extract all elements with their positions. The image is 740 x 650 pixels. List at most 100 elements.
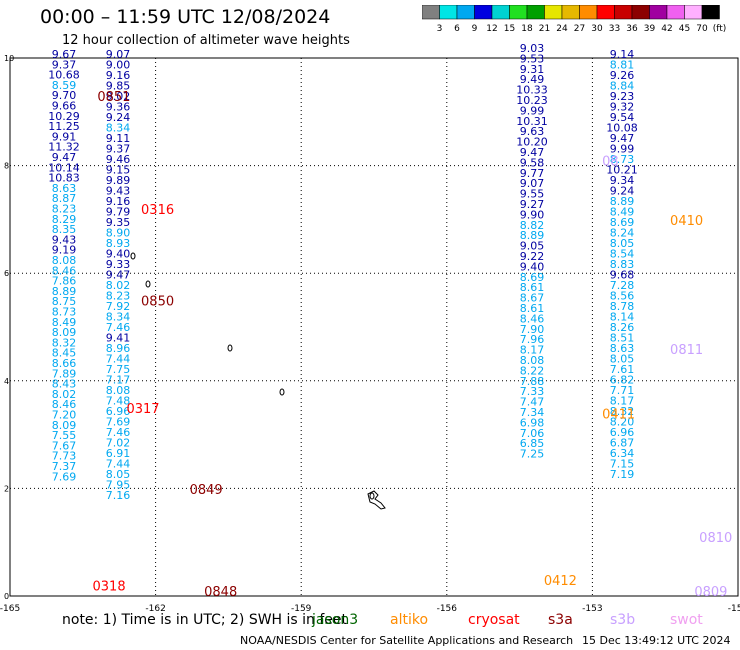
wave-height-value: 10.14 [48, 161, 80, 174]
color-scale-label: 18 [521, 24, 533, 34]
wave-height-value: 8.43 [52, 378, 77, 391]
wave-height-value: 7.15 [610, 458, 635, 471]
wave-height-value: 9.47 [52, 151, 77, 164]
map-title: 00:00 – 11:59 UTC 12/08/2024 [40, 6, 331, 28]
wave-height-value: 9.14 [610, 48, 635, 61]
track-time-label: 0411 [602, 407, 635, 422]
wave-height-value: 6.98 [520, 416, 545, 429]
wave-height-value: 8.05 [610, 237, 635, 250]
wave-height-value: 6.91 [106, 447, 131, 460]
wave-height-value: 9.47 [520, 146, 545, 159]
wave-height-value: 9.89 [106, 174, 131, 187]
wave-height-value: 8.49 [52, 316, 77, 329]
wave-height-value: 9.03 [520, 42, 545, 55]
wave-height-value: 8.08 [52, 254, 77, 267]
wave-height-value: 6.82 [610, 374, 635, 387]
color-scale-label: 30 [591, 24, 603, 34]
longitude-tick: -165 [0, 604, 20, 614]
wave-height-value: 9.23 [610, 90, 635, 103]
wave-height-value: 9.99 [610, 143, 635, 156]
wave-height-value: 7.25 [520, 448, 545, 461]
color-scale-label: 24 [556, 24, 568, 34]
latitude-tick: 0 [4, 592, 9, 601]
wave-height-value: 6.96 [610, 426, 635, 439]
wave-height-value: 9.34 [610, 174, 635, 187]
wave-height-value: 10.20 [516, 136, 548, 149]
wave-height-value: 10.68 [48, 69, 80, 82]
wave-height-value: 8.34 [106, 311, 131, 324]
color-scale-label: 12 [486, 24, 497, 34]
wave-height-value: 9.32 [610, 101, 635, 114]
color-scale-label: 70 [696, 24, 708, 34]
satellite-legend-item: altiko [390, 612, 429, 628]
satellite-legend-item: swot [670, 612, 703, 628]
longitude-tick: -156 [437, 604, 458, 614]
wave-height-value: 8.23 [106, 290, 131, 303]
wave-height-value: 9.37 [52, 58, 77, 71]
wave-height-value: 7.92 [106, 300, 131, 313]
wave-height-value: 8.93 [106, 237, 131, 250]
wave-height-value: 8.84 [610, 80, 635, 93]
wave-height-value: 8.66 [52, 357, 77, 370]
wave-height-value: 8.51 [610, 332, 635, 345]
wave-height-value: 8.69 [520, 271, 545, 284]
wave-height-value: 7.46 [106, 426, 131, 439]
footer-note: note: 1) Time is in UTC; 2) SWH is in fe… [62, 612, 348, 628]
wave-height-value: 8.87 [52, 192, 77, 205]
wave-height-value: 7.75 [106, 363, 131, 376]
track-time-label: 0809 [694, 585, 727, 600]
wave-height-value: 7.16 [106, 489, 131, 502]
wave-height-value: 9.63 [520, 125, 545, 138]
wave-height-value: 9.24 [610, 185, 635, 198]
wave-height-value: 9.07 [106, 48, 131, 61]
island-outlines [130, 252, 386, 510]
wave-height-values: 9.679.3710.688.599.709.6610.2911.259.911… [48, 42, 638, 502]
wave-height-value: 9.79 [106, 206, 131, 219]
wave-height-value: 8.75 [52, 295, 77, 308]
wave-height-value: 7.33 [520, 385, 545, 398]
wave-height-value: 9.91 [52, 130, 77, 143]
wave-height-value: 10.29 [48, 110, 80, 123]
track-time-label: 0850 [141, 294, 174, 309]
track-time-label: 0318 [93, 580, 126, 595]
map-subtitle: 12 hour collection of altimeter wave hei… [62, 33, 350, 48]
color-scale-label: 21 [539, 24, 550, 34]
wave-height-value: 8.82 [520, 219, 545, 232]
color-scale-label: 9 [472, 24, 478, 34]
color-scale-label: 36 [626, 24, 638, 34]
wave-height-value: 9.70 [52, 89, 77, 102]
island-outline [227, 344, 233, 352]
wave-height-value: 9.53 [520, 52, 545, 65]
wave-height-value: 9.41 [106, 332, 131, 345]
wave-height-value: 8.56 [610, 290, 635, 303]
satellite-legend-item: jason3 [312, 612, 359, 628]
wave-height-value: 7.96 [520, 333, 545, 346]
wave-height-value: 8.09 [52, 419, 77, 432]
wave-height-value: 9.66 [52, 100, 77, 113]
track-time-label: 0412 [544, 574, 577, 589]
wave-height-value: 10.31 [516, 115, 548, 128]
wave-height-value: 7.19 [610, 468, 635, 481]
wave-height-value: 6.87 [610, 437, 635, 450]
wave-height-value: 7.06 [520, 427, 545, 440]
color-scale-label: 39 [644, 24, 656, 34]
wave-height-value: 7.95 [106, 479, 131, 492]
wave-height-value: 8.09 [52, 326, 77, 339]
wave-height-value: 8.81 [610, 59, 635, 72]
island-outline [145, 280, 151, 288]
track-time-label: 08 [602, 155, 619, 170]
wave-height-value: 7.61 [610, 363, 635, 376]
wave-height-value: 9.47 [610, 132, 635, 145]
wave-height-value: 9.68 [610, 269, 635, 282]
latitude-tick: 10 [4, 54, 14, 63]
wave-height-value: 8.35 [52, 223, 77, 236]
wave-height-value: 9.31 [520, 63, 545, 76]
wave-height-value: 8.89 [52, 285, 77, 298]
latitude-tick: 8 [4, 162, 9, 171]
wave-height-value: 8.54 [610, 248, 635, 261]
track-time-label: 0316 [141, 203, 174, 218]
color-scale-label: 27 [574, 24, 585, 34]
wave-height-value: 9.54 [610, 111, 635, 124]
wave-height-value: 10.21 [606, 164, 638, 177]
